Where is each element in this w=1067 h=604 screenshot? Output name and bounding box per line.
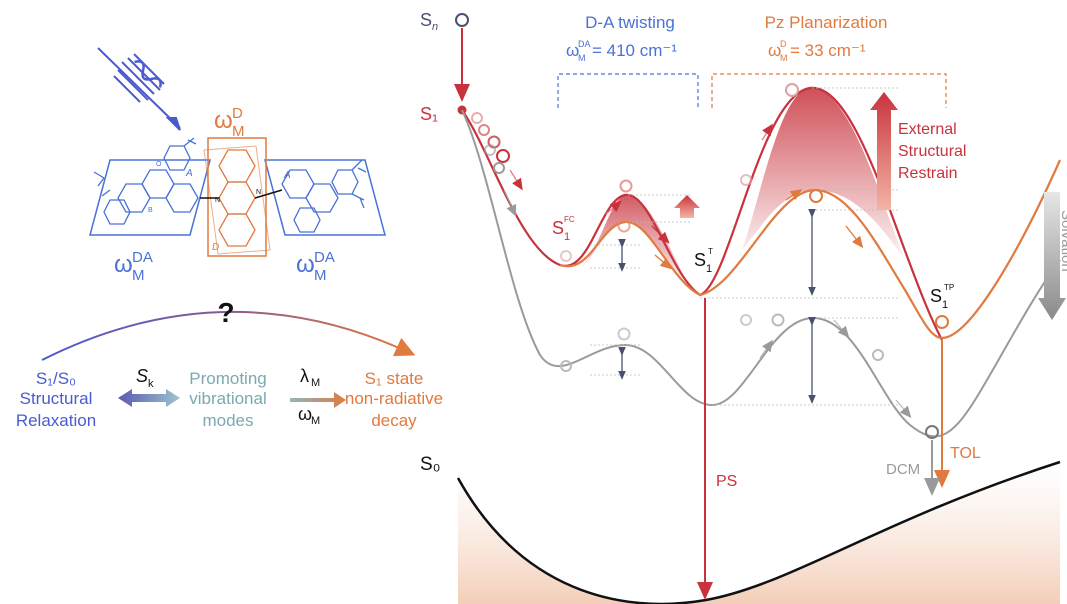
pz-planarization-bracket [711, 73, 947, 108]
da-frequency-label: ω DA M = 410 cm⁻¹ [566, 39, 677, 63]
svg-text:S₀: S₀ [420, 454, 441, 475]
s0-label: S₀ [420, 454, 441, 475]
svg-text:ω: ω [566, 41, 579, 60]
s1-fc-label: S 1 FC [552, 215, 575, 243]
molecule-structure: N N A A D O B ω D M ω DA M ω DA M [89, 105, 386, 284]
mol-b-label: B [148, 207, 153, 214]
da-twisting-bracket [557, 73, 699, 108]
svg-text:ω: ω [296, 251, 315, 278]
svg-text:ω: ω [214, 107, 233, 134]
barrier-height-arrows [618, 208, 816, 404]
s1-decay-label: S₁ state non-radiative decay [345, 369, 443, 430]
sk-label: S k [136, 366, 154, 390]
s1-t-label: S 1 T [694, 247, 713, 275]
svg-text:M: M [780, 53, 788, 63]
solvation-label: Solvation [1058, 210, 1067, 272]
mol-a-left: A [185, 168, 193, 179]
external-restrain-label: External Structural Restrain [898, 121, 966, 182]
svg-text:S₁: S₁ [420, 104, 438, 124]
svg-text:DA: DA [314, 249, 335, 266]
svg-text:n: n [432, 21, 438, 33]
svg-text:D: D [232, 105, 243, 122]
restrain-arrow-large [870, 92, 898, 210]
svg-text:S₁/S₀: S₁/S₀ [36, 369, 76, 388]
s1-pes-restrained-curve [461, 86, 943, 341]
svg-text:S: S [930, 286, 942, 306]
svg-text:DA: DA [578, 39, 591, 49]
svg-text:= 33 cm⁻¹: = 33 cm⁻¹ [790, 41, 866, 60]
da-twisting-title: D-A twisting [585, 13, 675, 32]
mol-o-label: O [156, 161, 162, 168]
mol-d-label: D [212, 242, 219, 253]
svg-text:vibrational: vibrational [189, 389, 267, 408]
svg-text:Structural: Structural [898, 143, 966, 160]
svg-text:λ: λ [300, 366, 309, 386]
svg-text:ω: ω [298, 404, 312, 424]
laser-pulse-icon [97, 47, 181, 131]
svg-text:ω: ω [768, 41, 781, 60]
promoting-modes-label: Promoting vibrational modes [189, 369, 267, 430]
svg-text:M: M [314, 267, 327, 284]
lambda-omega-label: λ M ω M [298, 366, 320, 427]
structural-relaxation-label: S₁/S₀ Structural Relaxation [16, 369, 96, 430]
svg-text:D: D [780, 39, 787, 49]
solvation-arrow [1038, 192, 1066, 320]
motion-arrows [503, 123, 912, 418]
svg-text:External: External [898, 121, 957, 138]
svg-text:S: S [694, 250, 706, 270]
svg-text:S: S [552, 218, 564, 238]
svg-text:M: M [132, 267, 145, 284]
s0-fill [458, 462, 1060, 604]
svg-text:1: 1 [942, 299, 948, 311]
red-barrier-fill-2 [742, 87, 905, 260]
pz-frequency-label: ω D M = 33 cm⁻¹ [768, 39, 866, 63]
dcm-label: DCM [886, 461, 920, 478]
trajectory-markers [471, 83, 949, 439]
restrain-arrow-small [674, 195, 700, 218]
svg-text:decay: decay [371, 411, 417, 430]
omega-da-left-label: ω DA M [114, 249, 153, 284]
ps-label: PS [716, 473, 737, 490]
svg-text:S: S [136, 366, 148, 386]
tol-label: TOL [950, 445, 981, 462]
s1-tp-label: S 1 TP [930, 283, 954, 311]
svg-text:T: T [708, 247, 713, 256]
svg-text:Structural: Structural [20, 389, 93, 408]
svg-text:Restrain: Restrain [898, 165, 958, 182]
svg-text:TP: TP [944, 283, 954, 292]
question-mark: ? [217, 297, 234, 328]
mol-n-right: N [256, 189, 261, 196]
double-arrow-right [290, 392, 346, 408]
svg-text:Relaxation: Relaxation [16, 411, 96, 430]
svg-text:modes: modes [202, 411, 253, 430]
sn-state-marker [455, 13, 469, 27]
s1-pes-solvated-curve [461, 109, 1061, 438]
svg-text:Promoting: Promoting [189, 369, 266, 388]
svg-text:1: 1 [706, 263, 712, 275]
svg-text:non-radiative: non-radiative [345, 389, 443, 408]
svg-text:DA: DA [132, 249, 153, 266]
s1-label: S₁ [420, 104, 438, 124]
svg-text:k: k [148, 378, 154, 390]
svg-text:ω: ω [114, 251, 133, 278]
svg-text:S: S [420, 10, 432, 30]
pz-planarization-title: Pz Planarization [765, 13, 888, 32]
svg-text:M: M [578, 53, 586, 63]
svg-text:M: M [232, 123, 245, 140]
sn-label: S n [420, 10, 438, 33]
omega-da-right-label: ω DA M [296, 249, 335, 284]
relation-arc [41, 311, 416, 361]
svg-text:S₁ state: S₁ state [365, 369, 424, 388]
red-barrier-fill-1 [580, 194, 688, 285]
double-arrow-left [118, 389, 180, 407]
svg-text:M: M [311, 415, 320, 427]
svg-text:= 410 cm⁻¹: = 410 cm⁻¹ [592, 41, 677, 60]
omega-d-label: ω D M [214, 105, 245, 140]
mol-a-right: A [283, 170, 291, 181]
mol-n-left: N [215, 197, 220, 204]
svg-text:1: 1 [564, 231, 570, 243]
svg-text:M: M [311, 377, 320, 389]
svg-text:FC: FC [564, 215, 575, 224]
